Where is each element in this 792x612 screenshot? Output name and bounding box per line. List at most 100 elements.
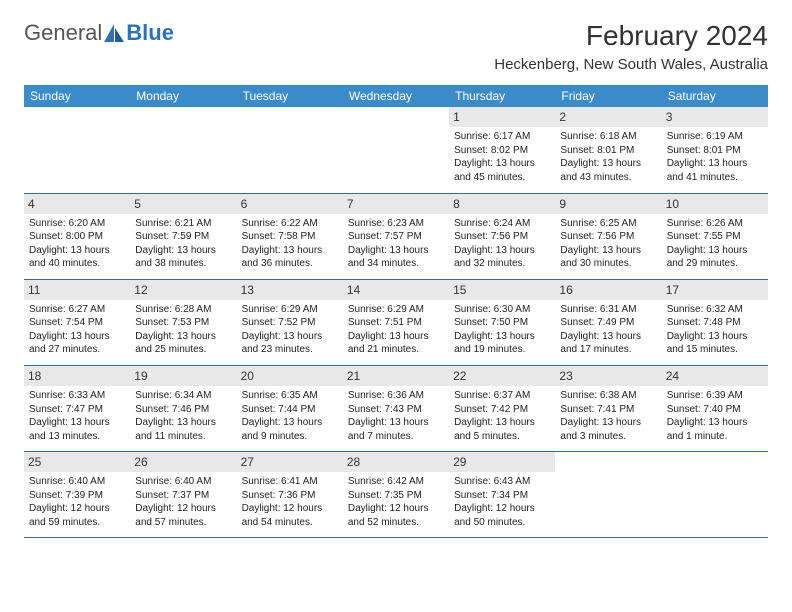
daylight-line: Daylight: 13 hours and 3 minutes. bbox=[560, 416, 656, 443]
day-number: 10 bbox=[662, 194, 768, 214]
day-info: Sunrise: 6:20 AMSunset: 8:00 PMDaylight:… bbox=[29, 217, 125, 271]
calendar-day: 7 Sunrise: 6:23 AMSunset: 7:57 PMDaylight… bbox=[343, 193, 449, 279]
day-info: Sunrise: 6:39 AMSunset: 7:40 PMDaylight:… bbox=[667, 389, 763, 443]
sunset-line: Sunset: 8:02 PM bbox=[454, 144, 550, 158]
sunset-line: Sunset: 7:51 PM bbox=[348, 316, 444, 330]
daylight-line: Daylight: 13 hours and 17 minutes. bbox=[560, 330, 656, 357]
day-info: Sunrise: 6:35 AMSunset: 7:44 PMDaylight:… bbox=[242, 389, 338, 443]
sunrise-line: Sunrise: 6:17 AM bbox=[454, 130, 550, 144]
day-number: 8 bbox=[449, 194, 555, 214]
calendar-day: 14Sunrise: 6:29 AMSunset: 7:51 PMDayligh… bbox=[343, 279, 449, 365]
daylight-line: Daylight: 13 hours and 7 minutes. bbox=[348, 416, 444, 443]
calendar-day: 5 Sunrise: 6:21 AMSunset: 7:59 PMDaylight… bbox=[130, 193, 236, 279]
day-info: Sunrise: 6:42 AMSunset: 7:35 PMDaylight:… bbox=[348, 475, 444, 529]
day-number: 1 bbox=[449, 107, 555, 127]
sunset-line: Sunset: 7:43 PM bbox=[348, 403, 444, 417]
calendar-day: 28 Sunrise: 6:42 AMSunset: 7:35 PMDayligh… bbox=[343, 452, 449, 538]
day-info: Sunrise: 6:29 AMSunset: 7:52 PMDaylight:… bbox=[242, 303, 338, 357]
day-header: Tuesday bbox=[237, 85, 343, 107]
sunrise-line: Sunrise: 6:40 AM bbox=[29, 475, 125, 489]
calendar-week: 11Sunrise: 6:27 AMSunset: 7:54 PMDayligh… bbox=[24, 279, 768, 365]
calendar-day: 19Sunrise: 6:34 AMSunset: 7:46 PMDayligh… bbox=[130, 365, 236, 451]
daylight-line: Daylight: 13 hours and 9 minutes. bbox=[242, 416, 338, 443]
sunrise-line: Sunrise: 6:38 AM bbox=[560, 389, 656, 403]
daylight-line: Daylight: 13 hours and 5 minutes. bbox=[454, 416, 550, 443]
calendar-day: 17Sunrise: 6:32 AMSunset: 7:48 PMDayligh… bbox=[662, 279, 768, 365]
day-number: 17 bbox=[662, 280, 768, 300]
day-info: Sunrise: 6:23 AMSunset: 7:57 PMDaylight:… bbox=[348, 217, 444, 271]
sunset-line: Sunset: 7:56 PM bbox=[560, 230, 656, 244]
day-info: Sunrise: 6:40 AMSunset: 7:37 PMDaylight:… bbox=[135, 475, 231, 529]
day-number: 7 bbox=[343, 194, 449, 214]
day-number: 5 bbox=[130, 194, 236, 214]
sunset-line: Sunset: 7:56 PM bbox=[454, 230, 550, 244]
day-number: 19 bbox=[130, 366, 236, 386]
sunset-line: Sunset: 7:41 PM bbox=[560, 403, 656, 417]
sunrise-line: Sunrise: 6:31 AM bbox=[560, 303, 656, 317]
day-number: 27 bbox=[237, 452, 343, 472]
sunset-line: Sunset: 7:39 PM bbox=[29, 489, 125, 503]
calendar-week: 25Sunrise: 6:40 AMSunset: 7:39 PMDayligh… bbox=[24, 452, 768, 538]
daylight-line: Daylight: 13 hours and 15 minutes. bbox=[667, 330, 763, 357]
sunrise-line: Sunrise: 6:23 AM bbox=[348, 217, 444, 231]
daylight-line: Daylight: 13 hours and 30 minutes. bbox=[560, 244, 656, 271]
daylight-line: Daylight: 13 hours and 1 minute. bbox=[667, 416, 763, 443]
sunset-line: Sunset: 7:49 PM bbox=[560, 316, 656, 330]
day-number: 15 bbox=[449, 280, 555, 300]
sunrise-line: Sunrise: 6:41 AM bbox=[242, 475, 338, 489]
day-number: 28 bbox=[343, 452, 449, 472]
sunset-line: Sunset: 7:53 PM bbox=[135, 316, 231, 330]
sunset-line: Sunset: 7:58 PM bbox=[242, 230, 338, 244]
calendar-day: 6Sunrise: 6:22 AMSunset: 7:58 PMDaylight… bbox=[237, 193, 343, 279]
daylight-line: Daylight: 13 hours and 13 minutes. bbox=[29, 416, 125, 443]
day-header: Monday bbox=[130, 85, 236, 107]
daylight-line: Daylight: 12 hours and 57 minutes. bbox=[135, 502, 231, 529]
calendar-day: 24Sunrise: 6:39 AMSunset: 7:40 PMDayligh… bbox=[662, 365, 768, 451]
day-info: Sunrise: 6:28 AMSunset: 7:53 PMDaylight:… bbox=[135, 303, 231, 357]
sunrise-line: Sunrise: 6:37 AM bbox=[454, 389, 550, 403]
calendar-day: 16 Sunrise: 6:31 AMSunset: 7:49 PMDayligh… bbox=[555, 279, 661, 365]
sunrise-line: Sunrise: 6:40 AM bbox=[135, 475, 231, 489]
day-info: Sunrise: 6:17 AMSunset: 8:02 PMDaylight:… bbox=[454, 130, 550, 184]
sunset-line: Sunset: 7:52 PM bbox=[242, 316, 338, 330]
day-header: Sunday bbox=[24, 85, 130, 107]
daylight-line: Daylight: 13 hours and 19 minutes. bbox=[454, 330, 550, 357]
day-number: 20 bbox=[237, 366, 343, 386]
sunrise-line: Sunrise: 6:32 AM bbox=[667, 303, 763, 317]
calendar-day: 13Sunrise: 6:29 AMSunset: 7:52 PMDayligh… bbox=[237, 279, 343, 365]
sunset-line: Sunset: 8:00 PM bbox=[29, 230, 125, 244]
calendar-day: 1 Sunrise: 6:17 AMSunset: 8:02 PMDaylight… bbox=[449, 107, 555, 193]
sunrise-line: Sunrise: 6:25 AM bbox=[560, 217, 656, 231]
calendar-week: 4Sunrise: 6:20 AMSunset: 8:00 PMDaylight… bbox=[24, 193, 768, 279]
day-info: Sunrise: 6:43 AMSunset: 7:34 PMDaylight:… bbox=[454, 475, 550, 529]
day-number: 26 bbox=[130, 452, 236, 472]
header: General Blue February 2024 Heckenberg, N… bbox=[24, 20, 768, 73]
day-info: Sunrise: 6:37 AMSunset: 7:42 PMDaylight:… bbox=[454, 389, 550, 443]
daylight-line: Daylight: 13 hours and 23 minutes. bbox=[242, 330, 338, 357]
day-number: 22 bbox=[449, 366, 555, 386]
sunrise-line: Sunrise: 6:35 AM bbox=[242, 389, 338, 403]
day-number: 16 bbox=[555, 280, 661, 300]
day-header: Wednesday bbox=[343, 85, 449, 107]
calendar-day: 21Sunrise: 6:36 AMSunset: 7:43 PMDayligh… bbox=[343, 365, 449, 451]
day-header: Friday bbox=[555, 85, 661, 107]
day-info: Sunrise: 6:18 AMSunset: 8:01 PMDaylight:… bbox=[560, 130, 656, 184]
month-title: February 2024 bbox=[494, 20, 768, 52]
location: Heckenberg, New South Wales, Australia bbox=[494, 56, 768, 73]
daylight-line: Daylight: 12 hours and 59 minutes. bbox=[29, 502, 125, 529]
calendar-day: 27Sunrise: 6:41 AMSunset: 7:36 PMDayligh… bbox=[237, 452, 343, 538]
sunrise-line: Sunrise: 6:30 AM bbox=[454, 303, 550, 317]
sunrise-line: Sunrise: 6:42 AM bbox=[348, 475, 444, 489]
calendar-week: 18Sunrise: 6:33 AMSunset: 7:47 PMDayligh… bbox=[24, 365, 768, 451]
daylight-line: Daylight: 13 hours and 38 minutes. bbox=[135, 244, 231, 271]
sunset-line: Sunset: 7:34 PM bbox=[454, 489, 550, 503]
calendar-day-empty bbox=[555, 452, 661, 538]
day-number: 6 bbox=[237, 194, 343, 214]
sunrise-line: Sunrise: 6:21 AM bbox=[135, 217, 231, 231]
calendar-week: 1 Sunrise: 6:17 AMSunset: 8:02 PMDaylight… bbox=[24, 107, 768, 193]
sunset-line: Sunset: 7:57 PM bbox=[348, 230, 444, 244]
calendar-day: 4Sunrise: 6:20 AMSunset: 8:00 PMDaylight… bbox=[24, 193, 130, 279]
daylight-line: Daylight: 13 hours and 40 minutes. bbox=[29, 244, 125, 271]
calendar-day: 10Sunrise: 6:26 AMSunset: 7:55 PMDayligh… bbox=[662, 193, 768, 279]
sunset-line: Sunset: 7:59 PM bbox=[135, 230, 231, 244]
